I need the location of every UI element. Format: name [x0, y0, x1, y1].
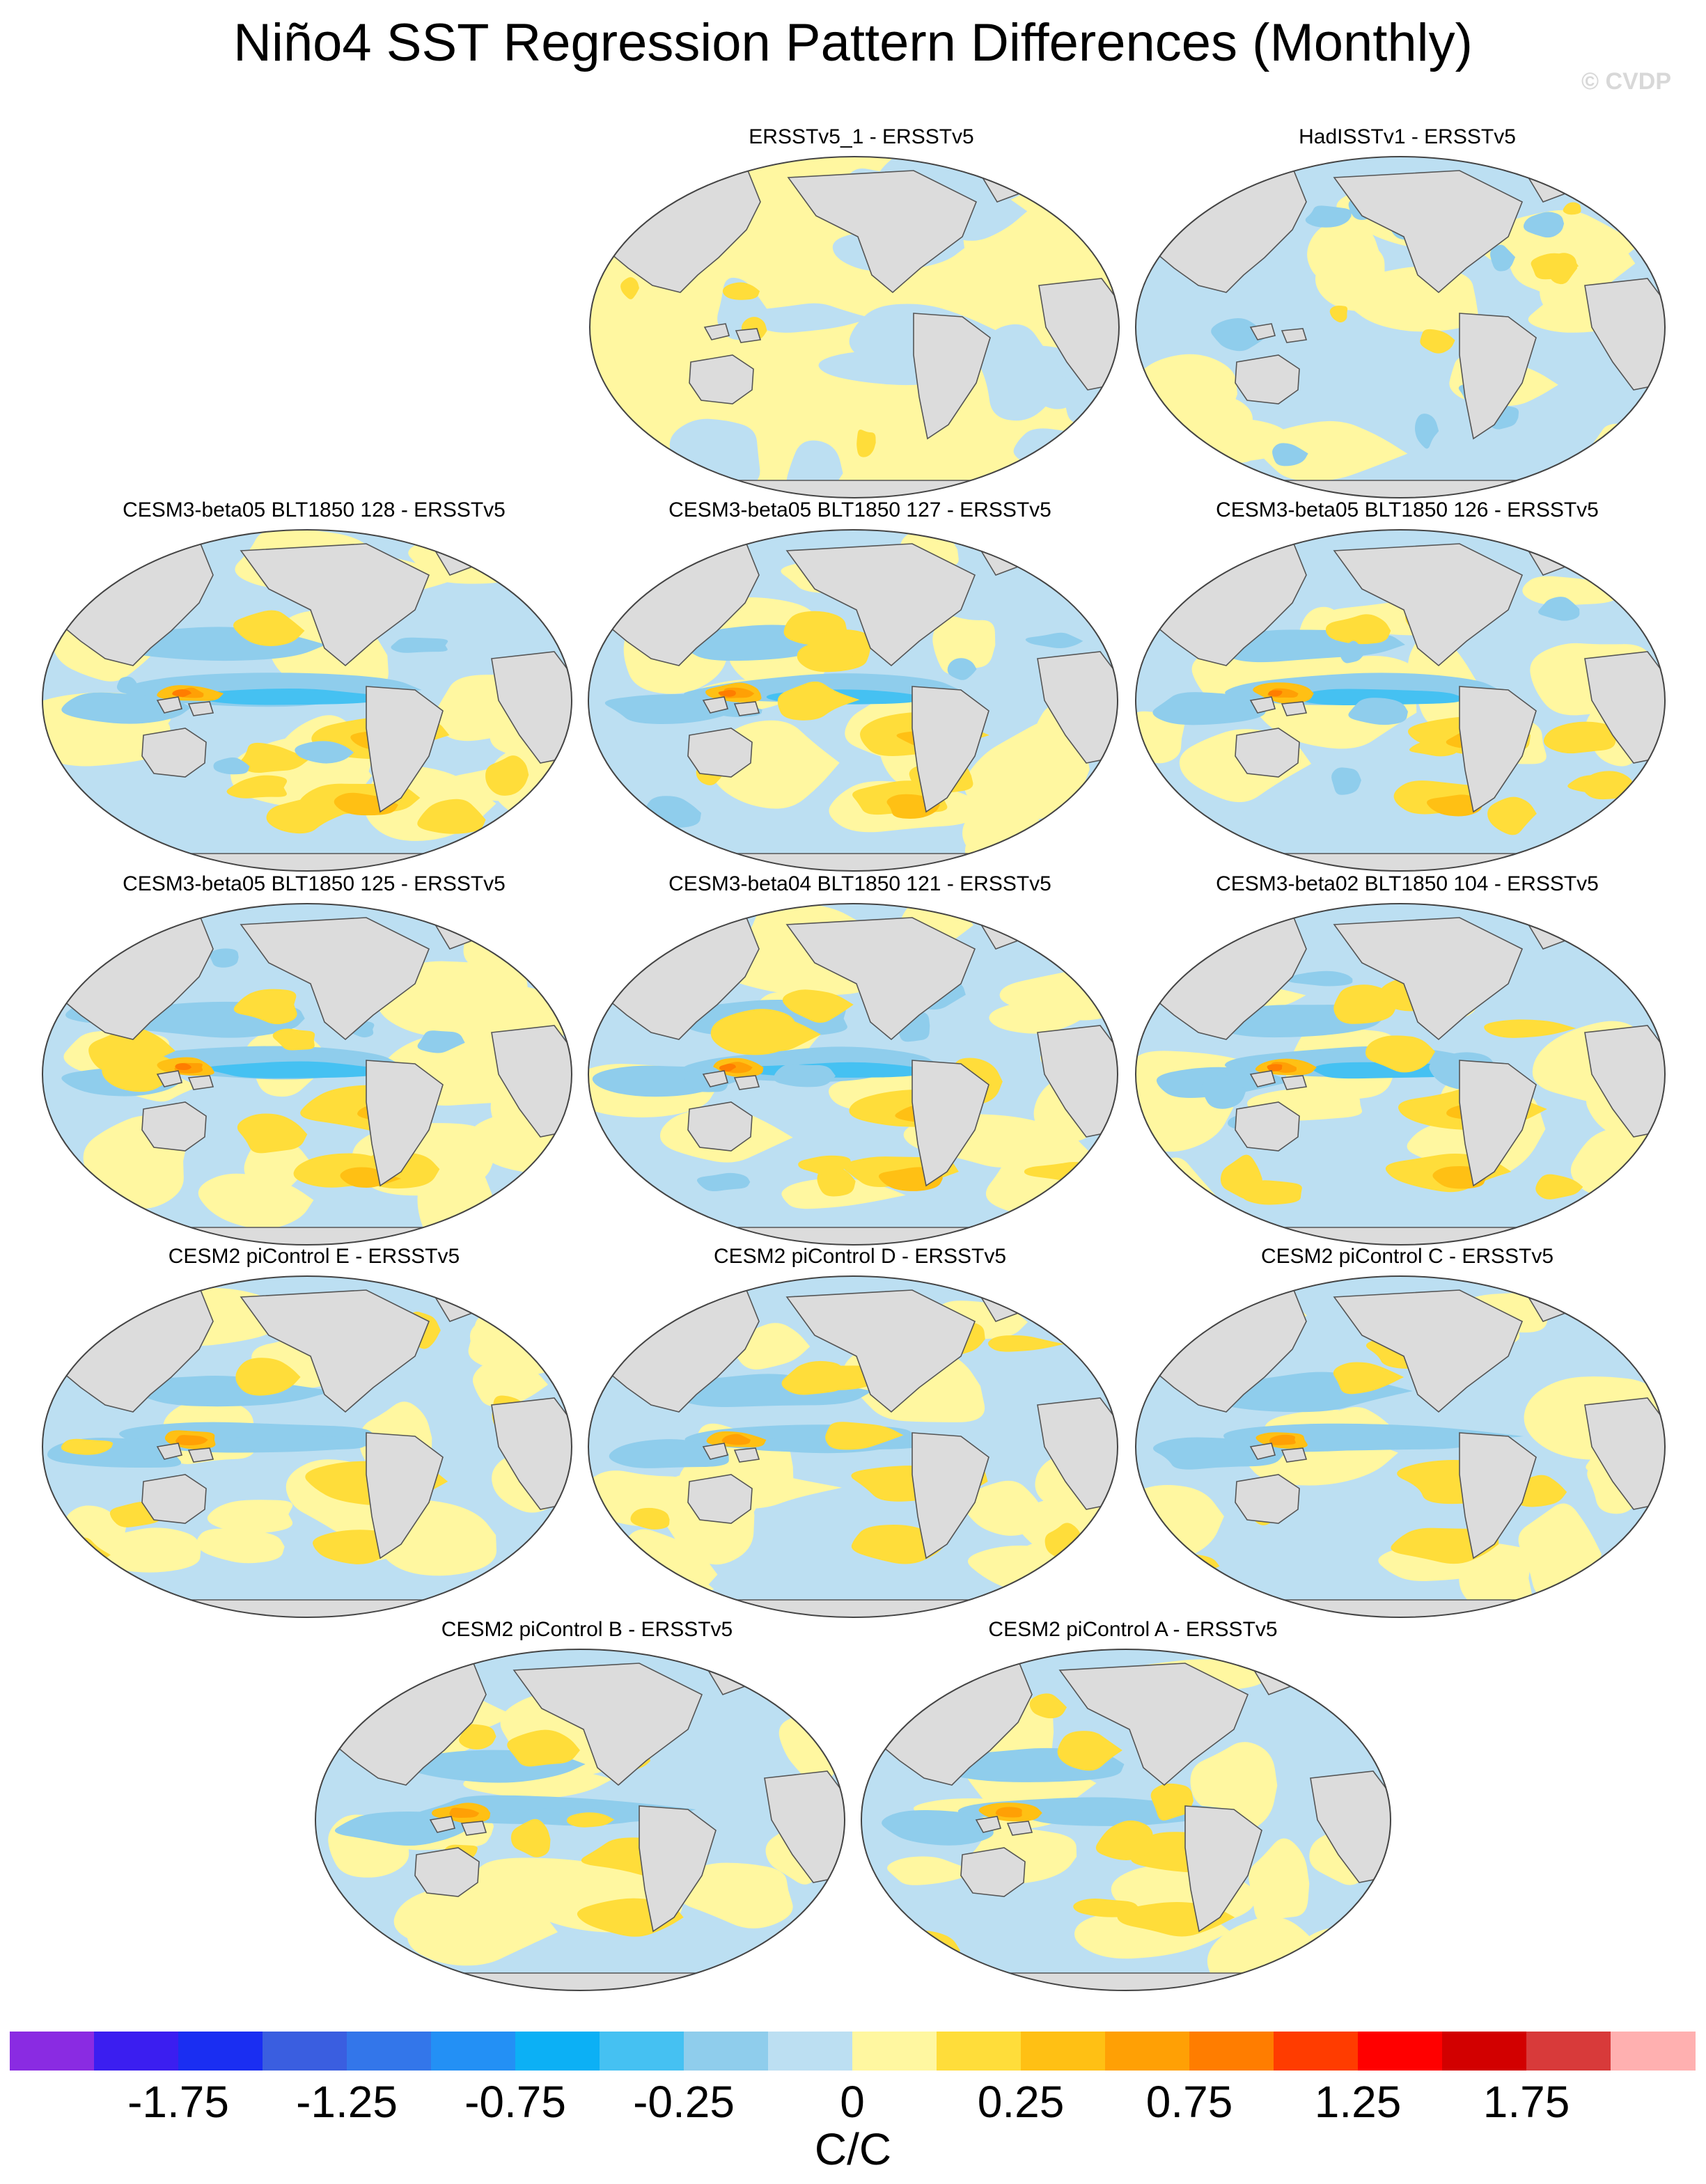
colorbar-swatch	[852, 2032, 937, 2071]
colorbar-tick-label: 0.25	[977, 2077, 1065, 2127]
colorbar-tick-label: 1.25	[1314, 2077, 1402, 2127]
robinson-map	[315, 1649, 845, 1991]
colorbar-swatch	[178, 2032, 263, 2071]
robinson-map	[588, 529, 1118, 872]
colorbar-swatch	[937, 2032, 1022, 2071]
map-panel: CESM3-beta04 BLT1850 121 - ERSSTv5	[585, 872, 1135, 1248]
robinson-map	[861, 1649, 1391, 1991]
map-panel: CESM2 piControl C - ERSSTv5	[1132, 1245, 1682, 1621]
map-panel: CESM2 piControl D - ERSSTv5	[585, 1245, 1135, 1621]
colorbar-swatch	[431, 2032, 516, 2071]
colorbar-units: C/C	[814, 2124, 892, 2174]
panel-title: CESM3-beta04 BLT1850 121 - ERSSTv5	[668, 872, 1051, 895]
panel-title: CESM2 piControl B - ERSSTv5	[441, 1618, 733, 1641]
map-panel: CESM2 piControl E - ERSSTv5	[39, 1245, 589, 1621]
panel-title: CESM2 piControl E - ERSSTv5	[168, 1245, 460, 1268]
panel-title: HadISSTv1 - ERSSTv5	[1299, 125, 1516, 148]
panel-title: CESM3-beta05 BLT1850 127 - ERSSTv5	[668, 498, 1051, 521]
colorbar	[10, 2032, 1696, 2071]
colorbar-swatch	[10, 2032, 95, 2071]
colorbar-tick-label: -0.25	[633, 2077, 735, 2127]
robinson-map	[42, 529, 572, 872]
colorbar-swatch	[515, 2032, 600, 2071]
panel-title: ERSSTv5_1 - ERSSTv5	[749, 125, 974, 148]
panel-title: CESM2 piControl D - ERSSTv5	[713, 1245, 1007, 1268]
colorbar-tick-label: 0.75	[1145, 2077, 1233, 2127]
robinson-map	[588, 903, 1118, 1246]
colorbar-swatch	[347, 2032, 432, 2071]
map-panel: CESM3-beta05 BLT1850 126 - ERSSTv5	[1132, 498, 1682, 874]
colorbar-swatch	[1189, 2032, 1274, 2071]
credit-watermark: © CVDP	[1581, 68, 1671, 95]
robinson-map	[1135, 1275, 1666, 1618]
colorbar-swatch	[1526, 2032, 1611, 2071]
page-title: Niño4 SST Regression Pattern Differences…	[233, 13, 1473, 72]
map-panel: CESM3-beta02 BLT1850 104 - ERSSTv5	[1132, 872, 1682, 1248]
colorbar-tick-label: 1.75	[1482, 2077, 1570, 2127]
map-panel: CESM3-beta05 BLT1850 127 - ERSSTv5	[585, 498, 1135, 874]
panel-title: CESM2 piControl A - ERSSTv5	[988, 1618, 1278, 1641]
robinson-map	[588, 1275, 1118, 1618]
panel-title: CESM2 piControl C - ERSSTv5	[1260, 1245, 1554, 1268]
colorbar-tick-label: -1.75	[127, 2077, 229, 2127]
panel-title: CESM3-beta05 BLT1850 126 - ERSSTv5	[1216, 498, 1599, 521]
robinson-map	[42, 903, 572, 1246]
colorbar-swatch	[1274, 2032, 1359, 2071]
robinson-map	[589, 156, 1120, 498]
colorbar-swatch	[1358, 2032, 1443, 2071]
colorbar-swatch	[263, 2032, 347, 2071]
robinson-map	[1135, 903, 1666, 1246]
colorbar-swatch	[94, 2032, 179, 2071]
map-panel: CESM3-beta05 BLT1850 128 - ERSSTv5	[39, 498, 589, 874]
robinson-map	[1135, 529, 1666, 872]
colorbar-tick-label: -1.25	[296, 2077, 398, 2127]
map-panel: ERSSTv5_1 - ERSSTv5	[586, 125, 1136, 501]
map-panel: CESM2 piControl A - ERSSTv5	[858, 1618, 1408, 1994]
panel-title: CESM3-beta05 BLT1850 125 - ERSSTv5	[123, 872, 506, 895]
robinson-map	[42, 1275, 572, 1618]
colorbar-swatch	[768, 2032, 853, 2071]
panel-title: CESM3-beta02 BLT1850 104 - ERSSTv5	[1216, 872, 1599, 895]
robinson-map	[1135, 156, 1666, 498]
colorbar-tick-label: -0.75	[464, 2077, 566, 2127]
colorbar-swatch	[1442, 2032, 1527, 2071]
map-panel: HadISSTv1 - ERSSTv5	[1132, 125, 1682, 501]
colorbar-tick-label: 0	[840, 2077, 865, 2127]
map-panel: CESM2 piControl B - ERSSTv5	[312, 1618, 862, 1994]
colorbar-swatch	[600, 2032, 684, 2071]
colorbar-swatch	[684, 2032, 769, 2071]
panel-title: CESM3-beta05 BLT1850 128 - ERSSTv5	[123, 498, 506, 521]
colorbar-swatch	[1021, 2032, 1106, 2071]
colorbar-swatch	[1105, 2032, 1190, 2071]
map-panel: CESM3-beta05 BLT1850 125 - ERSSTv5	[39, 872, 589, 1248]
colorbar-swatch	[1611, 2032, 1696, 2071]
